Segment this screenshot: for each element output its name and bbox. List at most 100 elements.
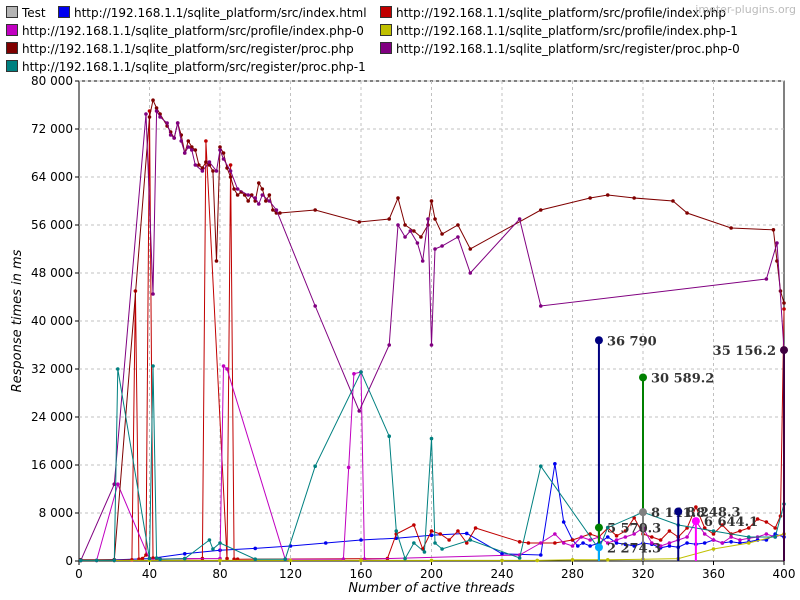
series-point-7 bbox=[183, 557, 187, 561]
series-point-6 bbox=[176, 121, 180, 125]
marker-point bbox=[674, 508, 682, 516]
marker-point bbox=[780, 346, 788, 354]
series-point-3 bbox=[347, 466, 351, 470]
series-point-5 bbox=[396, 196, 400, 200]
series-point-7 bbox=[412, 541, 416, 545]
series-point-6 bbox=[144, 112, 148, 116]
series-point-5 bbox=[357, 220, 361, 224]
series-point-3 bbox=[703, 532, 707, 536]
series-point-6 bbox=[357, 409, 361, 413]
series-point-2 bbox=[474, 526, 478, 530]
series-point-5 bbox=[468, 247, 472, 251]
series-point-1 bbox=[562, 520, 566, 524]
series-point-6 bbox=[268, 199, 272, 203]
series-point-5 bbox=[430, 199, 434, 203]
series-point-5 bbox=[419, 235, 423, 239]
marker-value-label: 35 156.2 bbox=[713, 344, 776, 359]
marker-point bbox=[639, 373, 647, 381]
y-tick-label: 8 000 bbox=[39, 506, 73, 520]
series-point-7 bbox=[112, 559, 116, 563]
series-point-6 bbox=[236, 187, 240, 191]
series-point-7 bbox=[313, 464, 317, 468]
series-point-6 bbox=[222, 157, 226, 161]
series-point-5 bbox=[229, 175, 233, 179]
series-point-4 bbox=[430, 559, 434, 563]
series-point-1 bbox=[465, 532, 469, 536]
series-point-7 bbox=[747, 535, 751, 539]
series-point-7 bbox=[253, 557, 257, 561]
series-point-7 bbox=[79, 559, 83, 563]
series-point-6 bbox=[421, 259, 425, 263]
series-point-2 bbox=[439, 532, 443, 536]
marker-value-label: 36 790 bbox=[607, 334, 657, 349]
series-point-5 bbox=[539, 208, 543, 212]
y-tick-label: 64 000 bbox=[31, 170, 73, 184]
marker-point bbox=[595, 543, 603, 551]
series-point-1 bbox=[729, 540, 733, 544]
series-point-1 bbox=[703, 541, 707, 545]
x-tick-label: 80 bbox=[212, 567, 227, 581]
series-point-2 bbox=[553, 541, 557, 545]
y-tick-label: 48 000 bbox=[31, 266, 73, 280]
series-point-2 bbox=[430, 529, 434, 533]
series-point-3 bbox=[668, 541, 672, 545]
series-point-5 bbox=[313, 208, 317, 212]
series-point-5 bbox=[246, 199, 250, 203]
series-point-7 bbox=[148, 557, 152, 561]
series-point-6 bbox=[151, 292, 155, 296]
series-point-4 bbox=[359, 559, 363, 563]
series-point-6 bbox=[468, 271, 472, 275]
series-point-6 bbox=[409, 229, 413, 233]
series-point-7 bbox=[403, 557, 407, 561]
series-point-3 bbox=[562, 541, 566, 545]
series-point-2 bbox=[130, 558, 134, 562]
series-point-4 bbox=[712, 547, 716, 551]
series-point-6 bbox=[403, 235, 407, 239]
series-point-1 bbox=[553, 462, 557, 466]
x-tick-label: 200 bbox=[420, 567, 443, 581]
series-point-1 bbox=[359, 538, 363, 542]
series-point-3 bbox=[685, 535, 689, 539]
y-axis-label: Response times in ms bbox=[10, 249, 25, 392]
series-point-6 bbox=[313, 304, 317, 308]
series-point-3 bbox=[222, 364, 226, 368]
x-tick-label: 400 bbox=[773, 567, 796, 581]
series-point-7 bbox=[151, 364, 155, 368]
series-point-3 bbox=[352, 372, 356, 376]
series-point-2 bbox=[447, 538, 451, 542]
series-point-6 bbox=[179, 139, 183, 143]
series-point-5 bbox=[403, 223, 407, 227]
series-point-6 bbox=[257, 202, 261, 206]
series-point-6 bbox=[183, 151, 187, 155]
series-point-5 bbox=[387, 217, 391, 221]
y-tick-label: 72 000 bbox=[31, 122, 73, 136]
series-point-3 bbox=[116, 482, 120, 486]
series-point-7 bbox=[430, 437, 434, 441]
series-point-5 bbox=[278, 211, 282, 215]
series-point-2 bbox=[412, 523, 416, 527]
series-point-3 bbox=[553, 532, 557, 536]
series-point-5 bbox=[204, 160, 208, 164]
series-point-5 bbox=[211, 169, 215, 173]
series-point-6 bbox=[172, 136, 176, 140]
series-point-5 bbox=[232, 187, 236, 191]
series-point-7 bbox=[155, 556, 159, 560]
series-point-6 bbox=[433, 247, 437, 251]
series-point-2 bbox=[571, 538, 575, 542]
series-point-3 bbox=[225, 367, 229, 371]
series-point-2 bbox=[518, 540, 522, 544]
series-point-7 bbox=[468, 538, 472, 542]
series-point-5 bbox=[197, 163, 201, 167]
series-point-2 bbox=[204, 139, 208, 143]
series-point-7 bbox=[773, 535, 777, 539]
series-point-5 bbox=[632, 196, 636, 200]
series-point-4 bbox=[289, 559, 293, 563]
series-point-6 bbox=[539, 304, 543, 308]
series-point-7 bbox=[158, 557, 162, 561]
y-tick-label: 40 000 bbox=[31, 314, 73, 328]
series-point-5 bbox=[268, 193, 272, 197]
series-point-5 bbox=[433, 217, 437, 221]
series-point-5 bbox=[606, 193, 610, 197]
series-point-5 bbox=[264, 199, 268, 203]
series-point-5 bbox=[456, 223, 460, 227]
